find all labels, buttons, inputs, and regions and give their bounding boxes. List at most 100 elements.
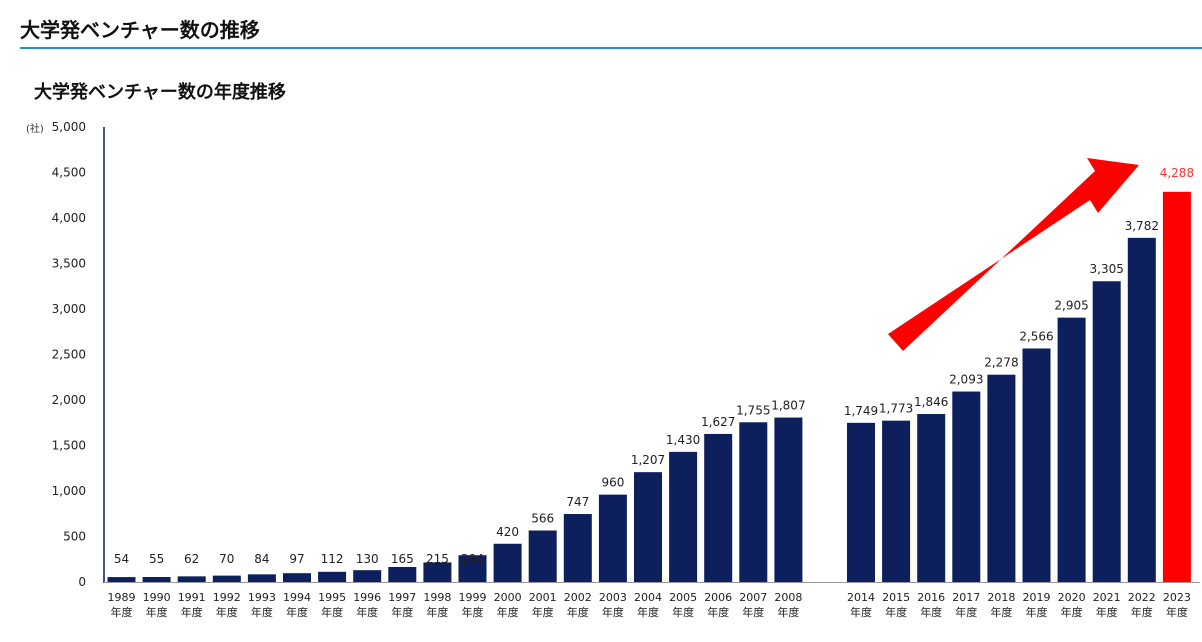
x-tick-unit: 年度 (426, 605, 448, 619)
x-tick-unit: 年度 (885, 605, 907, 619)
bar-value-label: 1,773 (879, 402, 913, 416)
y-tick-label: 2,500 (52, 348, 86, 362)
x-tick-unit: 年度 (216, 605, 238, 619)
bar-value-label: 2,566 (1019, 329, 1053, 343)
y-tick-label: 0 (78, 575, 86, 589)
bar-1991 (177, 576, 206, 582)
bar-2005 (669, 451, 698, 582)
x-tick-label: 2008 (774, 591, 802, 604)
bar-value-label: 1,430 (666, 433, 700, 447)
x-tick-label: 1997 (388, 591, 416, 604)
bar-1999 (458, 555, 487, 582)
x-tick-label: 1996 (353, 591, 381, 604)
y-tick-label: 5,000 (52, 120, 86, 134)
x-tick-unit: 年度 (602, 605, 624, 619)
x-tick-unit: 年度 (742, 605, 764, 619)
bar-2023 (1162, 191, 1191, 583)
x-tick-label: 2001 (529, 591, 557, 604)
x-axis-labels: 1989年度1990年度1991年度1992年度1993年度1994年度1995… (108, 591, 1191, 619)
bar-1989 (107, 577, 136, 582)
x-tick-label: 2020 (1058, 591, 1086, 604)
bar-2000 (493, 543, 522, 582)
bar-value-label: 1,807 (771, 399, 805, 413)
x-tick-label: 2002 (564, 591, 592, 604)
bar-value-label: 54 (114, 552, 129, 566)
y-tick-label: 3,000 (52, 302, 86, 316)
bar-2006 (704, 433, 733, 582)
y-tick-label: 1,500 (52, 439, 86, 453)
bar-1990 (142, 576, 171, 582)
x-tick-unit: 年度 (532, 605, 554, 619)
bars-group: 54 55 62 70 84 97 112 130 165 215 294 420 566 747 960 1… (107, 166, 1194, 583)
bar-2021 (1092, 281, 1121, 582)
x-tick-label: 2019 (1023, 591, 1051, 604)
x-tick-label: 2017 (952, 591, 980, 604)
x-tick-label: 2006 (704, 591, 732, 604)
bar-2014 (847, 422, 875, 582)
x-tick-label: 2021 (1093, 591, 1121, 604)
x-tick-label: 1995 (318, 591, 346, 604)
bar-1996 (353, 570, 382, 582)
x-tick-label: 1993 (248, 591, 276, 604)
x-tick-label: 1999 (459, 591, 487, 604)
y-tick-label: 4,500 (52, 166, 86, 180)
bar-2019 (1022, 348, 1051, 582)
x-tick-label: 2022 (1128, 591, 1156, 604)
x-tick-unit: 年度 (181, 605, 203, 619)
bar-value-label: 165 (391, 552, 414, 566)
y-tick-label: 500 (63, 530, 86, 544)
x-tick-unit: 年度 (356, 605, 378, 619)
x-tick-label: 1991 (178, 591, 206, 604)
x-tick-unit: 年度 (1026, 605, 1048, 619)
y-axis-ticks: 0 500 1,000 1,500 2,000 2,500 3,000 3,500 4,000 4… (52, 120, 86, 589)
x-tick-label: 2018 (987, 591, 1015, 604)
bar-1997 (388, 566, 417, 582)
x-tick-label: 2003 (599, 591, 627, 604)
bar-value-label: 215 (426, 552, 449, 566)
x-tick-unit: 年度 (637, 605, 659, 619)
y-tick-label: 2,000 (52, 393, 86, 407)
bar-1993 (247, 574, 276, 582)
x-tick-unit: 年度 (672, 605, 694, 619)
x-tick-label: 2015 (882, 591, 910, 604)
bar-2004 (634, 472, 662, 582)
trend-arrow (888, 158, 1139, 351)
x-tick-unit: 年度 (920, 605, 942, 619)
y-axis-unit-label: (社) (26, 122, 44, 135)
x-tick-unit: 年度 (462, 605, 484, 619)
bar-value-label: 3,305 (1090, 262, 1124, 276)
x-tick-unit: 年度 (990, 605, 1012, 619)
bar-2008 (774, 417, 803, 582)
x-tick-unit: 年度 (1166, 605, 1188, 619)
title-divider (20, 47, 1202, 49)
bar-value-label: 960 (601, 476, 624, 490)
x-tick-unit: 年度 (391, 605, 413, 619)
bar-2015 (882, 420, 911, 582)
bar-2018 (987, 374, 1016, 582)
y-tick-label: 1,000 (52, 484, 86, 498)
bar-value-label: 1,207 (631, 453, 665, 467)
page-title: 大学発ベンチャー数の推移 (20, 18, 260, 42)
x-tick-label: 2014 (847, 591, 875, 604)
x-tick-label: 2007 (739, 591, 767, 604)
bar-value-label: 112 (321, 552, 344, 566)
bar-value-label: 1,846 (914, 395, 948, 409)
x-tick-label: 2023 (1163, 591, 1191, 604)
x-tick-unit: 年度 (146, 605, 168, 619)
x-tick-unit: 年度 (1131, 605, 1153, 619)
x-tick-unit: 年度 (111, 605, 133, 619)
x-tick-label: 2016 (917, 591, 945, 604)
bar-value-label: 55 (149, 552, 164, 566)
bar-value-label: 97 (289, 552, 304, 566)
bar-1995 (318, 571, 347, 582)
bar-value-label: 2,905 (1054, 299, 1088, 313)
bar-2022 (1127, 237, 1156, 582)
bar-value-label: 2,278 (984, 356, 1018, 370)
x-tick-label: 1998 (423, 591, 451, 604)
x-tick-unit: 年度 (321, 605, 343, 619)
x-tick-label: 1990 (143, 591, 171, 604)
bar-value-label: 2,093 (949, 373, 983, 387)
x-tick-label: 2004 (634, 591, 662, 604)
x-tick-unit: 年度 (1096, 605, 1118, 619)
bar-value-label: 747 (566, 495, 589, 509)
